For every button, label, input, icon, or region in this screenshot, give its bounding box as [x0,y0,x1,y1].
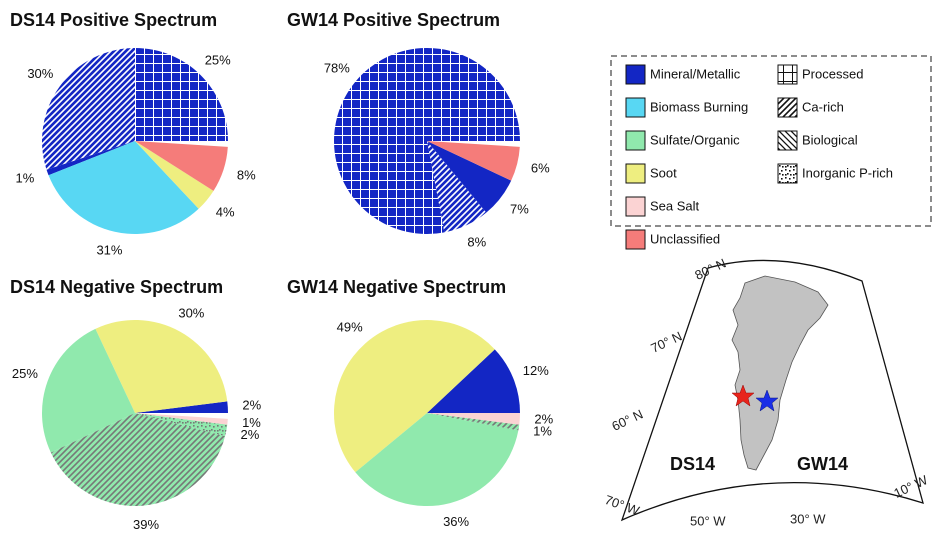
legend-label: Sulfate/Organic [650,132,740,147]
pie-slice [42,48,135,170]
slice-label: 8% [237,167,256,182]
legend-label: Inorganic P-rich [802,165,893,180]
legend-label: Biological [802,132,858,147]
slice-label: 30% [27,66,53,81]
legend-label: Biomass Burning [650,99,748,114]
slice-label: 8% [467,235,486,250]
pie-slice [135,48,228,141]
lon-label: 50° W [690,513,726,528]
slice-label: 2% [241,427,260,442]
slice-label: 78% [324,60,350,75]
site-label: GW14 [797,454,848,474]
pie-slice [427,141,512,213]
legend-swatch [625,196,646,217]
slice-label: 36% [443,514,469,529]
lon-label: 30° W [790,511,826,526]
lat-label: 60° N [609,406,645,433]
gw14-marker [755,389,779,412]
pie-slice [427,413,520,425]
slice-label: 12% [523,363,549,378]
pie-slice [135,401,228,413]
site-label: DS14 [670,454,715,474]
chart-title: DS14 Positive Spectrum [10,10,217,30]
slice-label: 39% [133,517,159,532]
pie-slice [135,141,228,191]
chart-title: GW14 Negative Spectrum [287,277,506,297]
legend-swatch [777,97,798,118]
legend-swatch [777,64,798,85]
legend-swatch [625,97,646,118]
legend-swatch [777,130,798,151]
pie-slice [355,413,519,507]
slice-label: 49% [337,320,363,335]
pie-slice [427,141,520,181]
slice-label: 31% [96,243,122,258]
legend-label: Ca-rich [802,99,844,114]
pie-slice [135,413,228,425]
pie-slice [427,141,487,233]
slice-label: 6% [531,161,550,176]
legend-label: Processed [802,66,863,81]
pie-slice [50,413,226,507]
pie-slice [427,413,520,431]
slice-label: 30% [178,305,204,320]
slice-label: 25% [12,366,38,381]
slice-label: 1% [16,171,35,186]
pie-slice [333,319,495,473]
legend-label: Sea Salt [650,198,700,213]
ds14-marker [731,384,755,407]
chart-title: DS14 Negative Spectrum [10,277,223,297]
slice-label: 4% [216,204,235,219]
chart-title: GW14 Positive Spectrum [287,10,500,30]
slice-label: 7% [510,202,529,217]
legend-swatch [625,64,646,85]
legend-swatch [625,163,646,184]
slice-label: 1% [533,424,552,439]
pie-slice [41,328,136,453]
map: 80° N 70° N 60° N 70° W 50° W 30° W 10° … [603,255,931,528]
pie-slice [46,141,135,176]
slice-label: 1% [242,415,261,430]
legend-label: Unclassified [650,231,720,246]
slice-label: 2% [242,397,261,412]
greenland [731,275,829,471]
pie-slice [48,141,199,234]
legend-label: Mineral/Metallic [650,66,741,81]
pie-slice [95,320,228,413]
legend-swatch [625,229,646,250]
legend-swatch [625,130,646,151]
slice-label: 25% [205,53,231,68]
slice-label: 2% [534,412,553,427]
legend-swatch [777,163,798,184]
pie-slice [427,349,520,413]
pie-slice [135,141,214,209]
legend-box [610,55,932,227]
legend-label: Soot [650,165,677,180]
pie-slice [135,413,228,437]
